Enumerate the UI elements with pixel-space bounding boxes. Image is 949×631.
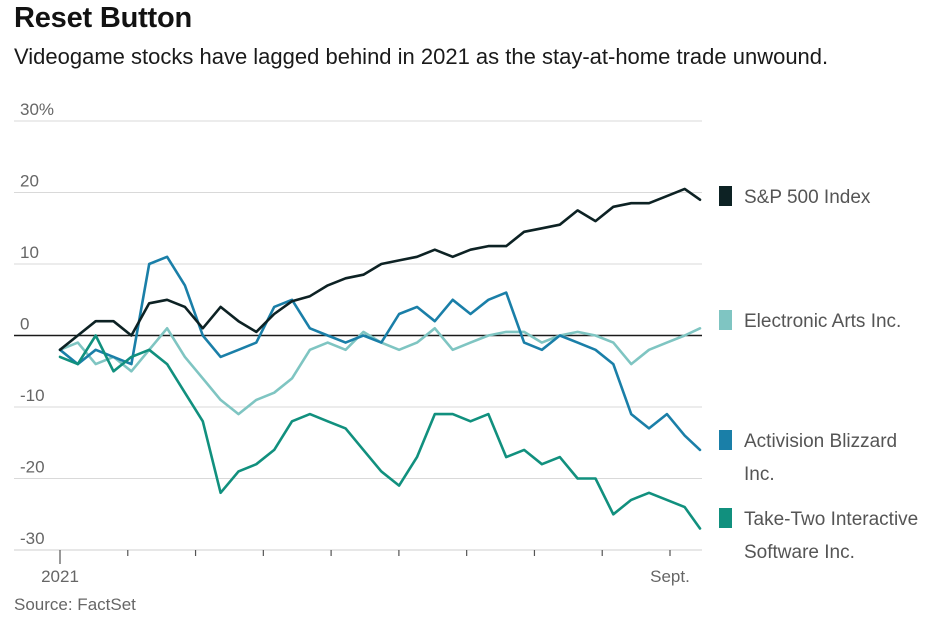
series-lines <box>58 187 702 530</box>
legend-swatch <box>719 430 732 450</box>
legend-swatch <box>719 508 732 528</box>
y-tick-label: -30 <box>20 529 45 548</box>
y-axis-ticks: 30% 20 10 0 -10 -20 -30 <box>20 100 54 548</box>
x-tick-label: 2021 <box>41 567 79 586</box>
y-tick-label: 10 <box>20 243 39 262</box>
series-line-3 <box>58 334 702 530</box>
source-note: Source: FactSet <box>14 595 136 614</box>
x-axis: 2021 Sept. <box>14 549 702 586</box>
legend-label: Inc. <box>744 464 775 485</box>
series-line-2 <box>58 255 702 452</box>
legend-label: Software Inc. <box>744 542 855 563</box>
legend-label: Take-Two Interactive <box>744 509 918 530</box>
x-tick-label: Sept. <box>650 567 690 586</box>
legend-swatch <box>719 310 732 330</box>
chart-subtitle: Videogame stocks have lagged behind in 2… <box>14 44 829 69</box>
chart-title: Reset Button <box>14 2 193 34</box>
series-line-0 <box>58 187 702 352</box>
y-tick-label: -10 <box>20 386 45 405</box>
legend: S&P 500 Index Electronic Arts Inc. Activis… <box>719 186 918 563</box>
y-tick-label: 20 <box>20 172 39 191</box>
legend-label: S&P 500 Index <box>744 187 871 208</box>
legend-swatch <box>719 186 732 206</box>
y-tick-label: 0 <box>20 315 29 334</box>
legend-label: Activision Blizzard <box>744 431 897 452</box>
y-tick-label: 30% <box>20 100 54 119</box>
y-tick-label: -20 <box>20 458 45 477</box>
legend-label: Electronic Arts Inc. <box>744 311 901 332</box>
